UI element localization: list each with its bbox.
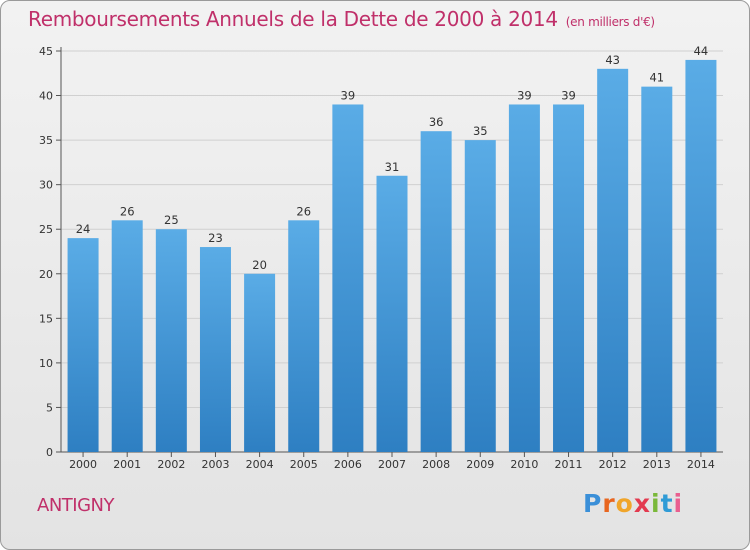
value-label-2011: 39	[561, 88, 576, 102]
bars	[67, 59, 717, 453]
proxiti-logo: Proxiti	[583, 489, 684, 518]
x-tick-label-2005: 2005	[290, 458, 318, 471]
x-tick-label-2010: 2010	[510, 458, 538, 471]
x-tick-label-2000: 2000	[69, 458, 97, 471]
x-tick-label-2002: 2002	[157, 458, 185, 471]
value-label-2003: 23	[208, 231, 223, 245]
bar-2013	[641, 86, 673, 453]
bar-2010	[508, 104, 540, 452]
value-label-2002: 25	[164, 213, 179, 227]
value-label-2010: 39	[517, 88, 532, 102]
bar-2000	[67, 238, 99, 452]
bar-2009	[464, 140, 496, 452]
value-label-2004: 20	[252, 258, 267, 272]
y-tick-label: 5	[46, 401, 53, 414]
bar-2003	[199, 247, 231, 452]
x-tick-label-2006: 2006	[334, 458, 362, 471]
x-tick-label-2008: 2008	[422, 458, 450, 471]
bar-2005	[288, 220, 320, 452]
value-label-2006: 39	[341, 88, 356, 102]
y-tick-label: 10	[39, 357, 53, 370]
y-tick-label: 35	[39, 134, 53, 147]
bar-2011	[553, 104, 585, 452]
y-tick-label: 40	[39, 90, 53, 103]
commune-name: ANTIGNY	[37, 495, 115, 516]
bar-2007	[376, 175, 408, 452]
bar-2012	[597, 68, 629, 453]
labels: 0 5 10 15 20 25 30 35 40 45 24 2000 26 2001 25 2002 23 20…	[39, 44, 715, 471]
bar-2002	[155, 229, 187, 452]
value-label-2005: 26	[296, 204, 311, 218]
y-tick-label: 15	[39, 312, 53, 325]
value-label-2007: 31	[385, 160, 400, 174]
x-tick-label-2014: 2014	[687, 458, 715, 471]
x-tick-label-2004: 2004	[246, 458, 274, 471]
value-label-2008: 36	[429, 115, 444, 129]
value-label-2012: 43	[605, 53, 620, 67]
value-label-2014: 44	[694, 44, 709, 58]
x-tick-label-2003: 2003	[201, 458, 229, 471]
bar-2004	[244, 273, 276, 452]
bar-2008	[420, 131, 452, 452]
chart-title: Remboursements Annuels de la Dette de 20…	[28, 7, 655, 31]
bar-2001	[111, 220, 143, 452]
x-tick-label-2012: 2012	[599, 458, 627, 471]
unit-label: (en milliers d'€)	[565, 15, 655, 29]
y-tick-label: 25	[39, 223, 53, 236]
title-text: Remboursements Annuels de la Dette de 20…	[28, 7, 558, 31]
value-label-2001: 26	[120, 204, 135, 218]
y-tick-label: 20	[39, 268, 53, 281]
bar-2006	[332, 104, 364, 452]
bar-2014	[685, 59, 717, 453]
x-tick-label-2007: 2007	[378, 458, 406, 471]
value-label-2013: 41	[649, 71, 664, 85]
x-tick-label-2013: 2013	[643, 458, 671, 471]
x-tick-label-2009: 2009	[466, 458, 494, 471]
y-tick-label: 0	[46, 446, 53, 459]
x-tick-label-2001: 2001	[113, 458, 141, 471]
y-tick-label: 45	[39, 45, 53, 58]
value-label-2000: 24	[76, 222, 91, 236]
x-tick-label-2011: 2011	[555, 458, 583, 471]
y-tick-label: 30	[39, 179, 53, 192]
value-label-2009: 35	[473, 124, 488, 138]
